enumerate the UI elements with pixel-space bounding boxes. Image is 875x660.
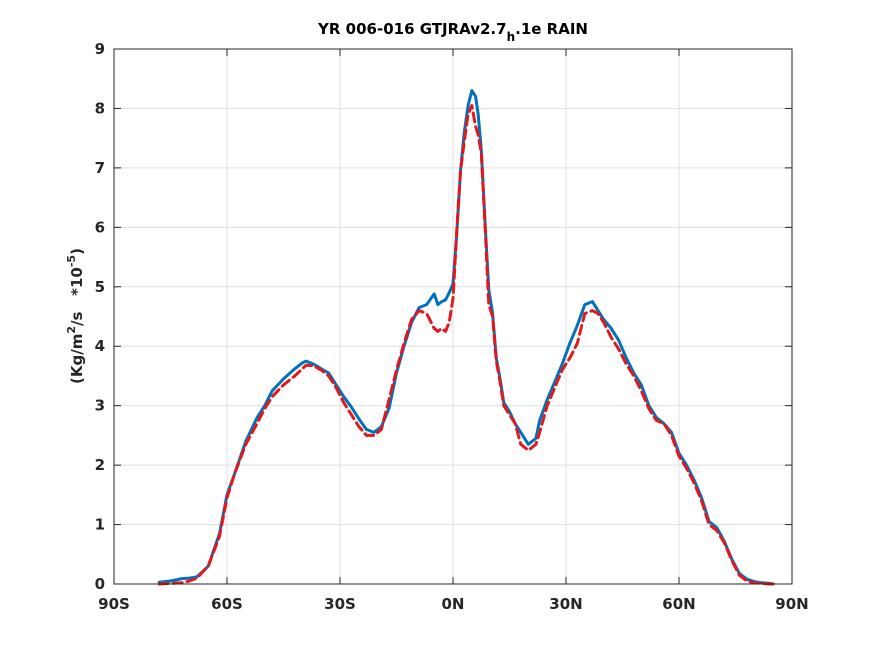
y-axis-label: (Kg/m2/s *10-5)	[65, 248, 86, 384]
y-tick-label: 8	[95, 99, 105, 117]
y-tick-label: 2	[95, 456, 105, 474]
series-line-1	[157, 89, 775, 586]
x-tick-label: 60S	[211, 595, 243, 613]
y-tick-label: 6	[95, 218, 105, 236]
y-tick-label: 1	[95, 516, 105, 534]
ylabel-mid: /s *10	[68, 267, 86, 326]
y-tick-label: 4	[95, 337, 105, 355]
title-main: YR 006-016 GTJRAv2.7	[317, 20, 507, 38]
x-tick-label: 90S	[98, 595, 130, 613]
axis-ticks	[113, 48, 793, 585]
series-line-2	[157, 104, 775, 586]
y-tick-labels: 0 1 2 3 4 5 6 7 8 9	[95, 40, 105, 593]
x-tick-label: 60N	[662, 595, 695, 613]
ylabel-superscript-1: 2	[65, 326, 78, 334]
grid-lines	[114, 49, 792, 584]
x-tick-label: 30S	[324, 595, 356, 613]
chart-title: YR 006-016 GTJRAv2.7h.1e RAIN	[317, 20, 588, 44]
title-subscript: h	[507, 30, 516, 44]
series-lines	[157, 89, 775, 586]
y-tick-label: 3	[95, 397, 105, 415]
y-tick-label: 7	[95, 159, 105, 177]
x-tick-label: 0N	[442, 595, 465, 613]
ylabel-prefix: (Kg/m	[68, 334, 86, 384]
y-tick-label: 9	[95, 40, 105, 58]
ylabel-superscript-2: -5	[65, 255, 78, 267]
y-tick-label: 5	[95, 278, 105, 296]
title-suffix: .1e RAIN	[515, 20, 588, 38]
x-tick-label: 30N	[549, 595, 582, 613]
x-tick-labels: 90S 60S 30S 0N 30N 60N 90N	[98, 595, 809, 613]
ylabel-suffix: )	[68, 248, 86, 255]
x-tick-label: 90N	[775, 595, 808, 613]
y-tick-label: 0	[95, 575, 105, 593]
